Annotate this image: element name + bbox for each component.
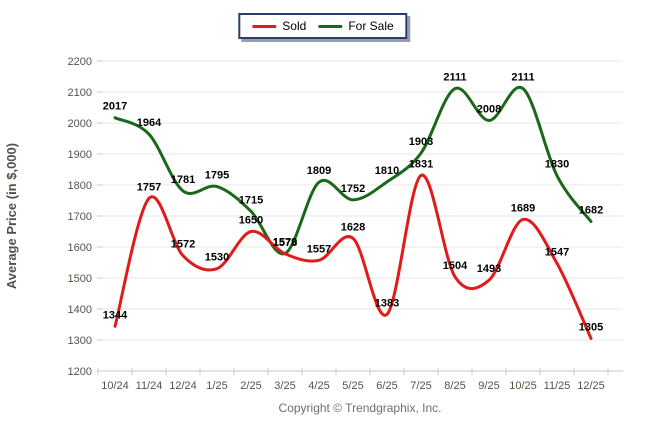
x-tick-label: 11/25: [544, 380, 571, 392]
x-tick-label: 12/24: [169, 380, 197, 392]
point-label-for-sale: 1682: [579, 205, 603, 217]
x-tick-label: 6/25: [376, 380, 397, 392]
point-label-for-sale: 1810: [375, 165, 399, 177]
x-tick-label: 5/25: [342, 380, 363, 392]
y-tick-label: 1300: [68, 335, 92, 347]
legend-label: Sold: [282, 19, 307, 33]
point-label-for-sale: 1964: [137, 117, 162, 129]
point-label-for-sale: 2008: [477, 104, 501, 116]
x-tick-label: 9/25: [478, 380, 499, 392]
series-line-for-sale: [113, 85, 593, 256]
x-tick-label: 4/25: [308, 380, 329, 392]
point-label-for-sale: 1809: [307, 165, 331, 177]
x-tick-label: 8/25: [444, 380, 465, 392]
point-label-for-sale: 2111: [443, 72, 466, 84]
point-label-for-sale: 1795: [205, 170, 229, 182]
y-tick-label: 2000: [68, 118, 92, 130]
legend: Sold For Sale: [238, 13, 408, 39]
point-label-sold: 1504: [443, 260, 468, 272]
point-label-sold: 1547: [545, 246, 569, 258]
x-tick-label: 10/24: [101, 380, 129, 392]
legend-item-for-sale: For Sale: [318, 19, 394, 33]
point-label-for-sale: 1903: [409, 136, 433, 148]
y-tick-label: 1900: [68, 149, 92, 161]
x-tick-label: 1/25: [206, 380, 227, 392]
point-label-sold: 1557: [307, 243, 331, 255]
point-label-for-sale: 1715: [239, 194, 263, 206]
point-label-for-sale: 2111: [511, 72, 534, 84]
point-label-sold: 1344: [103, 309, 128, 321]
point-label-sold: 1689: [511, 202, 535, 214]
copyright-text: Copyright © Trendgraphix, Inc.: [278, 401, 442, 415]
x-tick-label: 7/25: [410, 380, 431, 392]
point-label-sold: 1650: [239, 215, 263, 227]
x-tick-label: 3/25: [274, 380, 295, 392]
point-label-sold: 1628: [341, 221, 365, 233]
x-tick-label: 12/25: [577, 380, 605, 392]
y-tick-label: 1500: [68, 273, 92, 285]
y-tick-label: 1800: [68, 180, 92, 192]
point-label-for-sale: 1752: [341, 183, 365, 195]
point-label-for-sale: 1830: [545, 159, 569, 171]
point-label-sold: 1383: [375, 297, 399, 309]
point-label-sold: 1493: [477, 263, 501, 275]
point-label-sold: 1572: [171, 239, 195, 251]
point-label-for-sale: 1579: [273, 237, 297, 249]
x-tick-label: 10/25: [509, 380, 537, 392]
x-tick-label: 11/24: [136, 380, 163, 392]
y-tick-label: 2200: [68, 56, 92, 68]
legend-label: For Sale: [348, 19, 394, 33]
point-label-for-sale: 2017: [103, 101, 127, 113]
y-tick-label: 1400: [68, 304, 92, 316]
point-label-sold: 1831: [409, 158, 433, 170]
average-price-line-chart: 1200 1300 1400 1500 1600 1700 1800 1900 2000 2100…: [4, 56, 623, 392]
point-label-sold: 1530: [205, 252, 229, 264]
point-label-sold: 1757: [137, 181, 161, 193]
x-tick-label: 2/25: [240, 380, 261, 392]
y-axis-title: Average Price (in $,000): [4, 143, 19, 289]
point-label-sold: 1305: [579, 321, 603, 333]
y-tick-label: 1700: [68, 211, 92, 223]
legend-line-swatch-for-sale: [318, 24, 343, 28]
y-tick-label: 2100: [68, 87, 92, 99]
point-label-for-sale: 1781: [171, 174, 195, 186]
y-tick-label: 1600: [68, 242, 92, 254]
y-tick-label: 1200: [68, 366, 92, 378]
series-line-sold: [113, 173, 593, 340]
legend-line-swatch-sold: [252, 24, 277, 28]
legend-item-sold: Sold: [252, 19, 306, 33]
point-label-sold: 1578: [273, 237, 297, 249]
